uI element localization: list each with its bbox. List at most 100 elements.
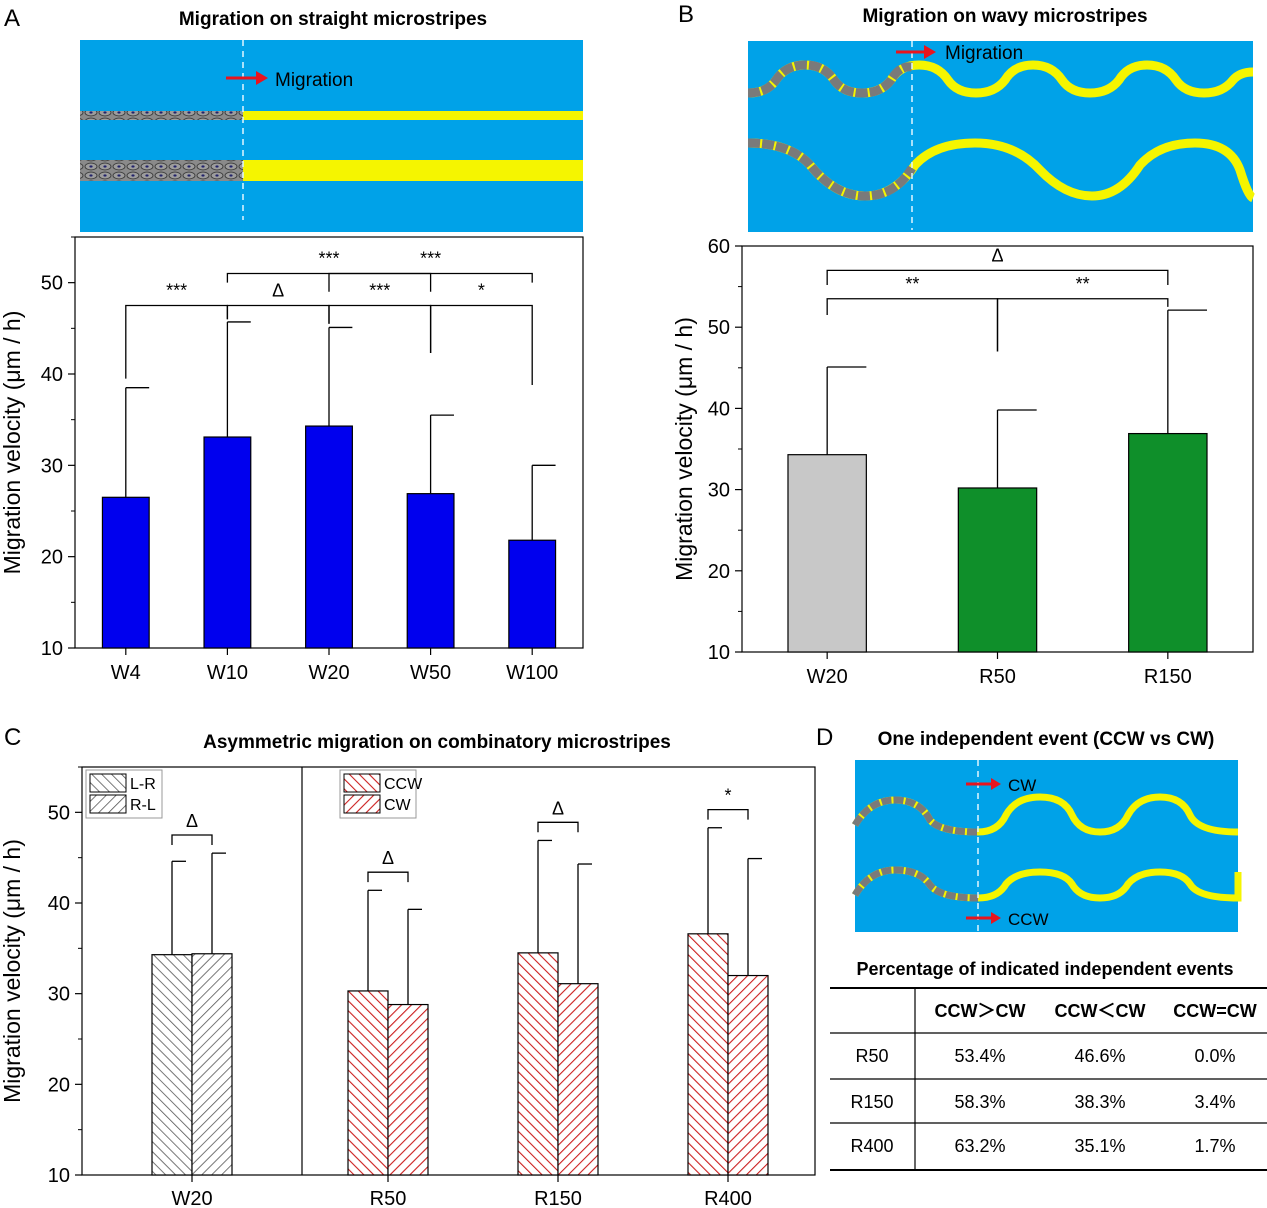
- table-cell: R50: [855, 1046, 888, 1066]
- x-tick-label: R150: [534, 1188, 582, 1208]
- significance-label: Δ: [272, 281, 284, 301]
- panel-b-header: B Migration on wavy microstripes: [678, 1, 1148, 28]
- panel-c-letter: C: [4, 724, 21, 751]
- legend-label: R-L: [130, 797, 156, 814]
- y-axis-label: Migration velocity (μm / h): [671, 317, 697, 581]
- significance-bracket: [826, 269, 1169, 285]
- legend-swatch: [343, 794, 381, 814]
- significance-label: Δ: [382, 848, 394, 868]
- panel-c-title: Asymmetric migration on combinatory micr…: [203, 732, 671, 753]
- bar: [151, 954, 193, 1176]
- panel-d-letter: D: [816, 724, 833, 751]
- y-tick-label: 10: [41, 638, 63, 660]
- table-cell: R150: [850, 1092, 893, 1112]
- cw-arrow-head-icon: [991, 778, 1001, 790]
- x-tick-label: W20: [807, 666, 848, 688]
- x-tick-label: W50: [410, 662, 451, 684]
- chart-c: 10 20 30 40 50 Migration velocity (μm / h) Δ W2…: [0, 766, 816, 1208]
- table-header-cell: CCW=CW: [1173, 1001, 1257, 1021]
- table-header-cell: CCW＞CW: [935, 1001, 1026, 1021]
- panel-a-letter: A: [4, 5, 20, 32]
- significance-label: *: [478, 281, 485, 301]
- significance-bracket: [996, 298, 1169, 352]
- bar: [191, 953, 233, 1176]
- panel-a-schematic: Migration: [80, 40, 583, 232]
- migration-label: Migration: [275, 70, 353, 91]
- panel-d-schematic: CW CCW: [851, 760, 1242, 932]
- y-tick-label: 50: [41, 273, 63, 295]
- significance-label: **: [1076, 274, 1090, 294]
- cell-chain-wide: [80, 160, 243, 181]
- y-tick-label: 30: [48, 984, 70, 1006]
- legend-label: L-R: [130, 776, 156, 793]
- y-tick-label: 30: [708, 480, 730, 502]
- x-tick-label: W20: [171, 1188, 212, 1208]
- narrow-stripe: [80, 111, 583, 120]
- x-tick-label: R50: [979, 666, 1016, 688]
- significance-label: **: [905, 274, 919, 294]
- cell-chain-narrow: [80, 111, 243, 120]
- y-tick-label: 10: [708, 642, 730, 664]
- substrate-area: [855, 760, 1238, 932]
- y-tick-label: 20: [48, 1074, 70, 1096]
- significance-label: *: [724, 786, 731, 806]
- x-tick-label: W20: [308, 662, 349, 684]
- significance-label: ***: [318, 249, 339, 269]
- table-cell: 46.6%: [1074, 1046, 1125, 1066]
- panel-b-letter: B: [678, 1, 694, 28]
- bar: [305, 425, 353, 649]
- bar: [727, 974, 769, 1176]
- panel-c-header: C Asymmetric migration on combinatory mi…: [4, 724, 671, 753]
- significance-label: Δ: [186, 811, 198, 831]
- substrate-area: [80, 40, 583, 232]
- panel-d-title: One independent event (CCW vs CW): [878, 729, 1215, 750]
- y-tick-label: 10: [48, 1165, 70, 1187]
- y-tick-label: 20: [41, 547, 63, 569]
- ccw-arrow-head-icon: [991, 912, 1001, 924]
- migration-label: Migration: [945, 43, 1023, 64]
- table-header-cell: CCW＜CW: [1055, 1001, 1146, 1021]
- bar: [508, 539, 557, 649]
- significance-bracket: [226, 304, 330, 324]
- legend-swatch: [343, 773, 381, 793]
- panel-b-title: Migration on wavy microstripes: [862, 6, 1147, 27]
- significance-label: Δ: [991, 245, 1003, 265]
- y-tick-label: 30: [41, 455, 63, 477]
- significance-bracket: [328, 272, 533, 292]
- legend-swatch: [89, 794, 127, 814]
- x-tick-label: R50: [370, 1188, 407, 1208]
- chart-a: 10 20 30 40 50 Migration velocity (μm / h) W4 W…: [0, 236, 584, 684]
- x-tick-label: R400: [704, 1188, 752, 1208]
- arrow-head-icon: [924, 45, 936, 59]
- bar: [557, 983, 599, 1176]
- table-cell: 35.1%: [1074, 1136, 1125, 1156]
- table-cell: 53.4%: [954, 1046, 1005, 1066]
- significance-label: ***: [420, 249, 441, 269]
- table-cell: R400: [850, 1136, 893, 1156]
- significance-bracket: [826, 298, 999, 352]
- bar: [101, 496, 150, 649]
- legend-swatch: [89, 773, 127, 793]
- y-tick-label: 20: [708, 561, 730, 583]
- cw-wavy-cells: [851, 796, 979, 836]
- x-tick-label: W10: [207, 662, 248, 684]
- significance-bracket: [537, 821, 579, 833]
- y-axis-label: Migration velocity (μm / h): [0, 311, 25, 575]
- ccw-label: CCW: [1008, 910, 1049, 929]
- bar: [387, 1003, 429, 1176]
- table-cell: 1.7%: [1194, 1136, 1235, 1156]
- significance-label: Δ: [552, 798, 564, 818]
- bar: [787, 454, 867, 653]
- bar: [347, 990, 389, 1176]
- panel-d-header: D One independent event (CCW vs CW): [816, 724, 1214, 751]
- arrow-head-icon: [256, 71, 268, 85]
- y-tick-label: 50: [48, 802, 70, 824]
- significance-label: ***: [166, 281, 187, 301]
- y-tick-label: 50: [708, 317, 730, 339]
- table-title: Percentage of indicated independent even…: [856, 959, 1233, 979]
- legend-label: CCW: [384, 776, 423, 793]
- y-tick-label: 40: [41, 364, 63, 386]
- significance-bracket: [171, 834, 213, 845]
- x-tick-label: W100: [506, 662, 558, 684]
